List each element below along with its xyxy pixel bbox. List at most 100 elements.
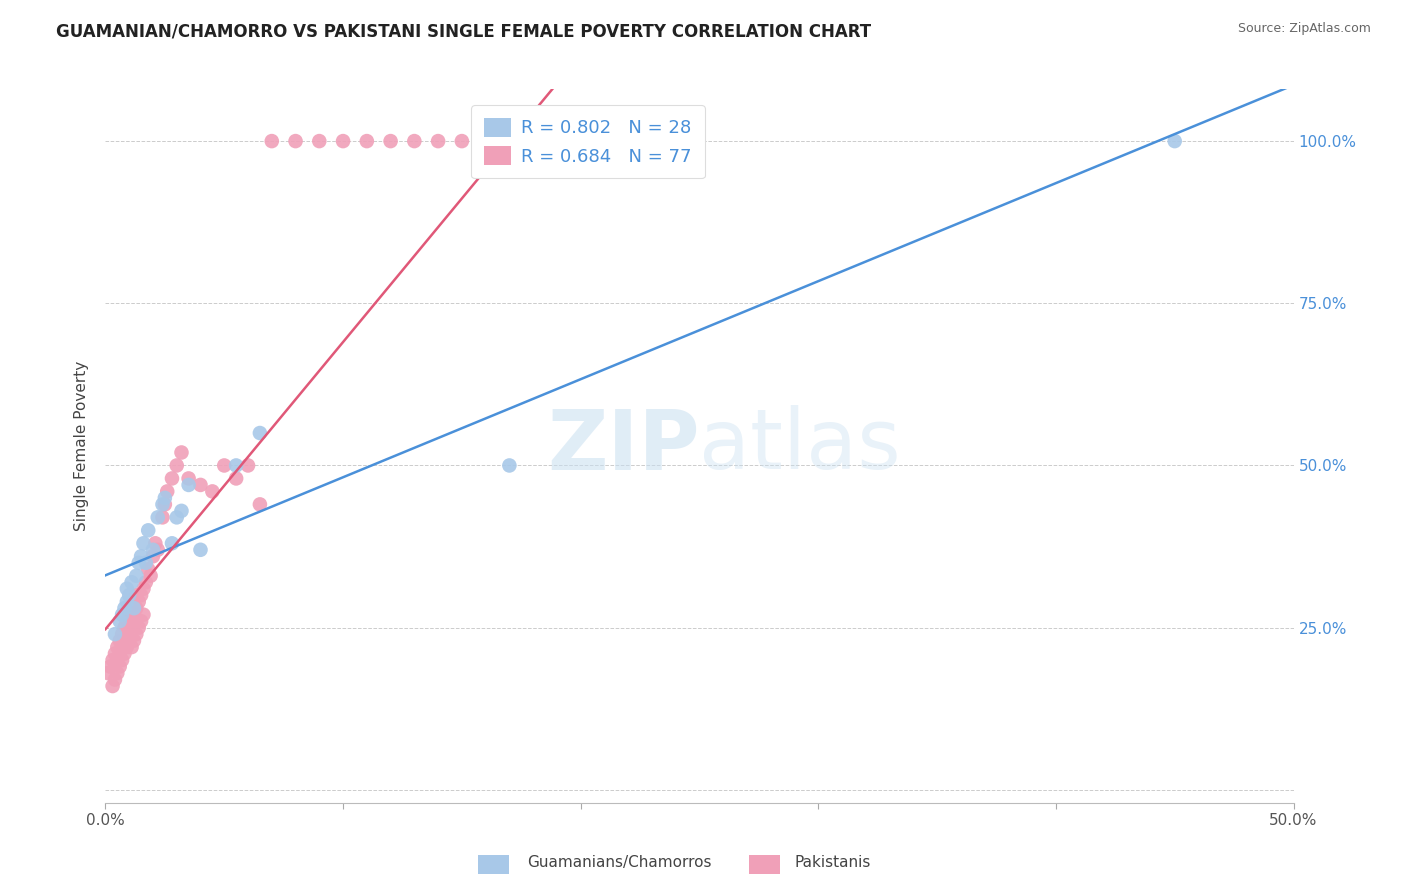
Point [135,575,157,590]
Point [118,607,141,622]
Point [114,621,136,635]
Point [569,134,592,148]
Point [146,510,169,524]
Point [139,568,162,582]
Point [101,653,124,667]
Point [136,524,159,538]
Point [166,458,188,473]
Point [129,549,152,564]
Point [160,536,183,550]
Point [1164,134,1187,148]
Point [125,627,148,641]
Point [236,458,259,473]
Point [105,653,128,667]
Point [114,633,136,648]
Point [115,595,138,609]
Point [190,542,212,557]
Text: GUAMANIAN/CHAMORRO VS PAKISTANI SINGLE FEMALE POVERTY CORRELATION CHART: GUAMANIAN/CHAMORRO VS PAKISTANI SINGLE F… [56,22,872,40]
Point [128,621,150,635]
Point [498,134,520,148]
Point [143,536,166,550]
Point [177,478,200,492]
Point [114,647,136,661]
Point [128,595,150,609]
Text: Pakistanis: Pakistanis [794,855,870,870]
Point [104,673,127,687]
Point [121,640,143,654]
Point [404,134,426,148]
Y-axis label: Single Female Poverty: Single Female Poverty [75,361,90,531]
Point [260,134,283,148]
Point [166,510,188,524]
Point [111,653,134,667]
Point [111,607,134,622]
Point [142,549,165,564]
Point [284,134,307,148]
Point [121,614,143,628]
Point [380,134,402,148]
Point [152,510,174,524]
Point [146,542,169,557]
Point [101,679,124,693]
Point [118,621,141,635]
Point [498,458,520,473]
Point [132,582,155,596]
Point [118,588,141,602]
Point [214,458,236,473]
Point [522,134,544,148]
Point [115,582,138,596]
Point [153,497,176,511]
Point [308,134,330,148]
Point [121,575,143,590]
Point [132,607,155,622]
Point [125,568,148,582]
Point [558,134,581,148]
Point [108,659,131,673]
Point [225,471,247,485]
Point [356,134,378,148]
Point [160,471,183,485]
Point [122,607,145,622]
Point [249,425,271,440]
Point [114,601,136,615]
Point [142,542,165,557]
Point [115,640,138,654]
Text: Source: ZipAtlas.com: Source: ZipAtlas.com [1237,22,1371,36]
Point [152,497,174,511]
Point [156,484,179,499]
Point [105,666,128,681]
Point [450,134,472,148]
Point [122,633,145,648]
Point [474,134,496,148]
Point [108,614,131,628]
Point [122,601,145,615]
Point [118,633,141,648]
Point [136,562,159,576]
Point [177,471,200,485]
Point [129,614,152,628]
Point [249,497,271,511]
Point [190,478,212,492]
Point [111,640,134,654]
Point [617,134,640,148]
Text: Guamanians/Chamorros: Guamanians/Chamorros [527,855,711,870]
Point [534,134,557,148]
Point [225,458,247,473]
Point [135,556,157,570]
Point [115,614,138,628]
Text: atlas: atlas [700,406,901,486]
Point [121,601,143,615]
Point [605,134,627,148]
Point [170,504,193,518]
Point [170,445,193,459]
Point [153,491,176,505]
Point [108,633,131,648]
Point [98,659,121,673]
Point [332,134,354,148]
Point [105,640,128,654]
Point [125,601,148,615]
Point [125,588,148,602]
Point [201,484,224,499]
Point [115,627,138,641]
Point [104,627,127,641]
